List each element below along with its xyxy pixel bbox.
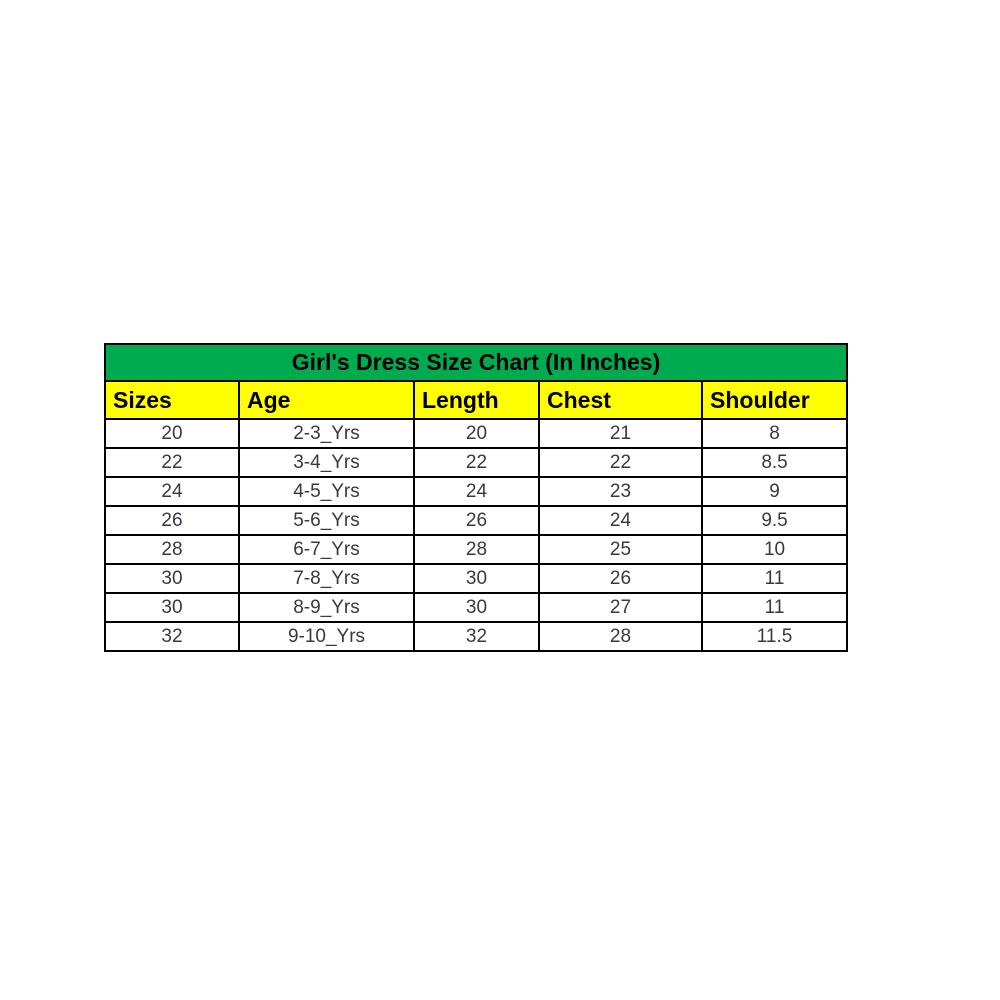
column-header-sizes: Sizes xyxy=(104,380,240,420)
table-cell: 3-4_Yrs xyxy=(238,447,415,478)
table-cell: 11.5 xyxy=(700,621,849,652)
table-row: 22 3-4_Yrs 22 22 8.5 xyxy=(104,447,849,478)
size-chart-table: Girl's Dress Size Chart (In Inches) Size… xyxy=(103,343,849,652)
table-cell: 8.5 xyxy=(700,447,849,478)
column-header-row: Sizes Age Length Chest Shoulder xyxy=(104,380,849,420)
table-cell: 24 xyxy=(104,476,240,507)
table-row: 32 9-10_Yrs 32 28 11.5 xyxy=(104,621,849,652)
table-cell: 32 xyxy=(104,621,240,652)
table-cell: 25 xyxy=(538,534,703,565)
table-cell: 30 xyxy=(413,563,540,594)
table-cell: 20 xyxy=(413,418,540,449)
table-cell: 5-6_Yrs xyxy=(238,505,415,536)
table-cell: 11 xyxy=(700,592,849,623)
table-row: 30 8-9_Yrs 30 27 11 xyxy=(104,592,849,623)
table-row: 24 4-5_Yrs 24 23 9 xyxy=(104,476,849,507)
column-header-age: Age xyxy=(238,380,415,420)
table-cell: 23 xyxy=(538,476,703,507)
table-cell: 2-3_Yrs xyxy=(238,418,415,449)
column-header-shoulder: Shoulder xyxy=(700,380,849,420)
column-header-length: Length xyxy=(413,380,540,420)
table-cell: 24 xyxy=(538,505,703,536)
table-cell: 9.5 xyxy=(700,505,849,536)
table-cell: 4-5_Yrs xyxy=(238,476,415,507)
table-row: 26 5-6_Yrs 26 24 9.5 xyxy=(104,505,849,536)
table-body: 20 2-3_Yrs 20 21 8 22 3-4_Yrs 22 22 8.5 24 4-5_Yrs 2… xyxy=(104,418,849,652)
table-cell: 22 xyxy=(104,447,240,478)
table-cell: 27 xyxy=(538,592,703,623)
table-cell: 8 xyxy=(700,418,849,449)
column-header-chest: Chest xyxy=(538,380,703,420)
table-cell: 28 xyxy=(413,534,540,565)
table-cell: 30 xyxy=(413,592,540,623)
table-cell: 32 xyxy=(413,621,540,652)
table-cell: 30 xyxy=(104,592,240,623)
table-cell: 26 xyxy=(413,505,540,536)
table-cell: 20 xyxy=(104,418,240,449)
table-cell: 26 xyxy=(104,505,240,536)
table-cell: 10 xyxy=(700,534,849,565)
table-cell: 9-10_Yrs xyxy=(238,621,415,652)
table-cell: 28 xyxy=(104,534,240,565)
table-row: 28 6-7_Yrs 28 25 10 xyxy=(104,534,849,565)
table-row: 20 2-3_Yrs 20 21 8 xyxy=(104,418,849,449)
table-row: 30 7-8_Yrs 30 26 11 xyxy=(104,563,849,594)
table-cell: 24 xyxy=(413,476,540,507)
table-cell: 7-8_Yrs xyxy=(238,563,415,594)
table-cell: 22 xyxy=(413,447,540,478)
table-cell: 30 xyxy=(104,563,240,594)
table-cell: 22 xyxy=(538,447,703,478)
table-cell: 6-7_Yrs xyxy=(238,534,415,565)
chart-title: Girl's Dress Size Chart (In Inches) xyxy=(103,343,849,382)
table-cell: 8-9_Yrs xyxy=(238,592,415,623)
table-cell: 21 xyxy=(538,418,703,449)
table-cell: 11 xyxy=(700,563,849,594)
chart-title-row: Girl's Dress Size Chart (In Inches) xyxy=(103,343,849,382)
table-cell: 28 xyxy=(538,621,703,652)
table-cell: 9 xyxy=(700,476,849,507)
table-cell: 26 xyxy=(538,563,703,594)
